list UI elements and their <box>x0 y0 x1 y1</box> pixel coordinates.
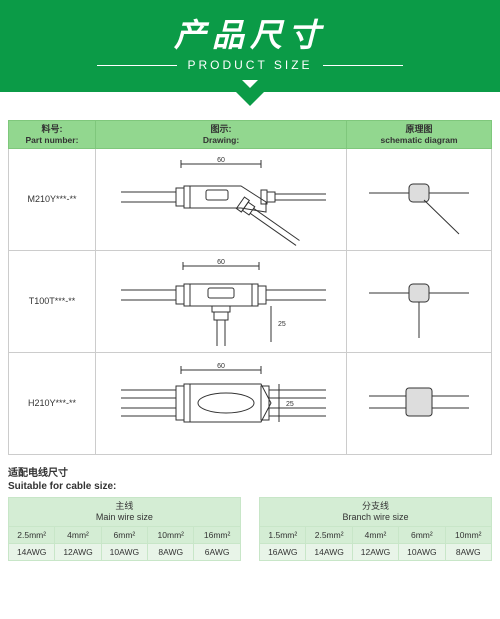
banner-title-zh: 产品尺寸 <box>0 10 500 56</box>
schematic-h <box>364 358 474 448</box>
banner-arrow-inner <box>242 80 258 88</box>
svg-text:25: 25 <box>286 401 294 408</box>
table-row: H210Y***-** 60 <box>9 352 492 454</box>
main-wire-head: 主线 Main wire size <box>9 497 241 526</box>
table-row: T100T***-** 60 <box>9 250 492 352</box>
awg-row: 14AWG 12AWG 10AWG 8AWG 6AWG 16AWG 14AWG … <box>9 543 492 560</box>
svg-text:60: 60 <box>217 259 225 266</box>
schematic-cell <box>347 250 492 352</box>
svg-text:60: 60 <box>217 157 225 164</box>
drawing-t: 60 <box>111 254 331 349</box>
branch-wire-head: 分支线 Branch wire size <box>260 497 492 526</box>
drawing-cell: 60 <box>95 250 346 352</box>
schematic-cell <box>347 148 492 250</box>
table-row: M210Y***-** 60 <box>9 148 492 250</box>
drawing-h: 60 <box>111 356 331 451</box>
th-part: 料号: Part number: <box>9 121 96 149</box>
banner: 产品尺寸 PRODUCT SIZE <box>0 0 500 92</box>
gap <box>240 497 259 526</box>
part-number: H210Y***-** <box>9 352 96 454</box>
svg-text:25: 25 <box>278 321 286 328</box>
drawing-cell: 60 <box>95 148 346 250</box>
schematic-t <box>364 256 474 346</box>
banner-arrow <box>236 92 264 106</box>
sizes-table: 主线 Main wire size 分支线 Branch wire size 2… <box>8 497 492 561</box>
part-number: M210Y***-** <box>9 148 96 250</box>
th-schematic: 原理图 schematic diagram <box>347 121 492 149</box>
svg-text:60: 60 <box>217 363 225 370</box>
mm-row: 2.5mm² 4mm² 6mm² 10mm² 16mm² 1.5mm² 2.5m… <box>9 526 492 543</box>
cable-section-label: 适配电线尺寸 Suitable for cable size: <box>8 467 492 493</box>
banner-title-en: PRODUCT SIZE <box>187 58 312 72</box>
schematic-cell <box>347 352 492 454</box>
drawing-cell: 60 <box>95 352 346 454</box>
part-number: T100T***-** <box>9 250 96 352</box>
schematic-y <box>364 154 474 244</box>
content: 料号: Part number: 图示: Drawing: 原理图 schema… <box>0 92 500 561</box>
drawing-y: 60 <box>111 152 331 247</box>
product-table: 料号: Part number: 图示: Drawing: 原理图 schema… <box>8 120 492 455</box>
th-drawing: 图示: Drawing: <box>95 121 346 149</box>
